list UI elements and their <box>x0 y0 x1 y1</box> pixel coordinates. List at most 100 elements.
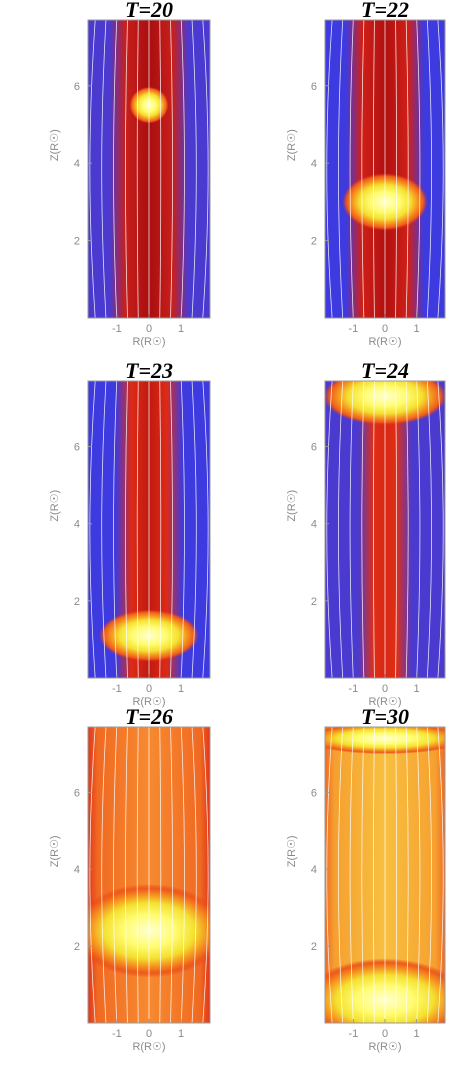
panel-1: -1 0 1 2 4 6 R(R☉) Z(R☉) T=20 <box>49 0 211 348</box>
y-tick-label: 4 <box>311 864 317 876</box>
field-line <box>113 20 118 318</box>
x-tick-label: 0 <box>382 323 388 335</box>
x-tick-label: 1 <box>178 683 184 695</box>
field-line <box>326 727 333 1023</box>
x-axis-label: R(R☉) <box>368 696 401 708</box>
panel-2: -1 0 1 2 4 6 R(R☉) Z(R☉) T=22 <box>286 0 446 348</box>
field-line <box>437 381 444 678</box>
x-tick-label: 1 <box>414 683 420 695</box>
field-line <box>170 20 174 318</box>
field-line <box>136 20 139 318</box>
field-line <box>113 727 118 1023</box>
y-axis-label: Z(R☉) <box>49 835 61 867</box>
field-line <box>89 381 96 678</box>
panel-title: T=24 <box>361 358 409 383</box>
y-tick-label: 2 <box>311 596 317 608</box>
y-axis-label: Z(R☉) <box>286 490 298 522</box>
x-tick-label: 0 <box>146 1028 152 1040</box>
field-line <box>361 20 365 318</box>
y-tick-label: 4 <box>74 158 80 170</box>
plot-area <box>325 20 445 318</box>
x-tick-label: -1 <box>112 1028 122 1040</box>
field-line <box>170 727 174 1023</box>
field-line <box>101 20 107 318</box>
field-line <box>136 381 139 678</box>
field-line <box>361 727 365 1023</box>
y-tick-label: 6 <box>74 787 80 799</box>
x-tick-label: 1 <box>178 323 184 335</box>
panel-3: -1 0 1 2 4 6 R(R☉) Z(R☉) T=23 <box>49 358 211 708</box>
field-line <box>326 381 333 678</box>
field-line <box>405 727 409 1023</box>
field-line <box>405 20 409 318</box>
field-line <box>202 20 209 318</box>
x-tick-label: -1 <box>112 683 122 695</box>
field-line <box>124 381 128 678</box>
field-line <box>180 381 185 678</box>
plot-area <box>88 381 210 678</box>
field-line <box>361 381 365 678</box>
x-tick-label: 0 <box>382 1028 388 1040</box>
x-tick-label: 0 <box>146 323 152 335</box>
plot-area <box>88 727 210 1023</box>
y-axis-label: Z(R☉) <box>49 129 61 161</box>
x-tick-label: 1 <box>178 1028 184 1040</box>
panel-4: -1 0 1 2 4 6 R(R☉) Z(R☉) T=24 <box>286 358 446 708</box>
x-tick-label: 1 <box>414 1028 420 1040</box>
x-tick-label: -1 <box>112 323 122 335</box>
field-line <box>372 727 375 1023</box>
panel-title: T=22 <box>361 0 409 22</box>
y-tick-label: 2 <box>311 941 317 953</box>
y-tick-label: 6 <box>311 787 317 799</box>
field-line <box>159 20 162 318</box>
panel-5: -1 0 1 2 4 6 R(R☉) Z(R☉) T=26 <box>49 704 211 1053</box>
y-tick-label: 2 <box>74 596 80 608</box>
y-axis-label: Z(R☉) <box>49 490 61 522</box>
x-tick-label: 0 <box>146 683 152 695</box>
x-axis-label: R(R☉) <box>132 1041 165 1053</box>
field-line <box>338 381 344 678</box>
field-line <box>191 381 197 678</box>
field-line <box>89 727 96 1023</box>
field-line <box>170 381 174 678</box>
field-line <box>416 727 421 1023</box>
y-tick-label: 6 <box>74 81 80 93</box>
y-tick-label: 2 <box>311 236 317 248</box>
field-line <box>349 381 354 678</box>
field-line <box>89 20 96 318</box>
field-line <box>180 727 185 1023</box>
x-tick-label: -1 <box>349 1028 359 1040</box>
field-line <box>395 727 398 1023</box>
y-axis-label: Z(R☉) <box>286 129 298 161</box>
y-tick-label: 4 <box>74 864 80 876</box>
field-line <box>395 20 398 318</box>
field-line <box>372 20 375 318</box>
panel-title: T=26 <box>125 704 173 729</box>
panel-title: T=23 <box>125 358 173 383</box>
plot-area <box>325 727 445 1023</box>
field-line <box>338 20 344 318</box>
field-line <box>395 381 398 678</box>
panel-title: T=30 <box>361 704 409 729</box>
y-tick-label: 4 <box>311 519 317 531</box>
x-tick-label: 1 <box>414 323 420 335</box>
x-axis-label: R(R☉) <box>132 336 165 348</box>
field-line <box>202 381 209 678</box>
field-line <box>191 20 197 318</box>
plot-area <box>325 381 445 678</box>
x-axis-label: R(R☉) <box>368 1041 401 1053</box>
panel-6: -1 0 1 2 4 6 R(R☉) Z(R☉) T=30 <box>286 704 446 1053</box>
field-line <box>159 381 162 678</box>
field-line <box>426 381 432 678</box>
x-tick-label: -1 <box>349 323 359 335</box>
plot-area <box>88 20 210 318</box>
field-line <box>426 20 432 318</box>
field-line <box>416 20 421 318</box>
field-line <box>101 381 107 678</box>
field-line <box>101 727 107 1023</box>
y-tick-label: 6 <box>74 442 80 454</box>
x-axis-label: R(R☉) <box>368 336 401 348</box>
panel-title: T=20 <box>125 0 173 22</box>
field-line <box>426 727 432 1023</box>
